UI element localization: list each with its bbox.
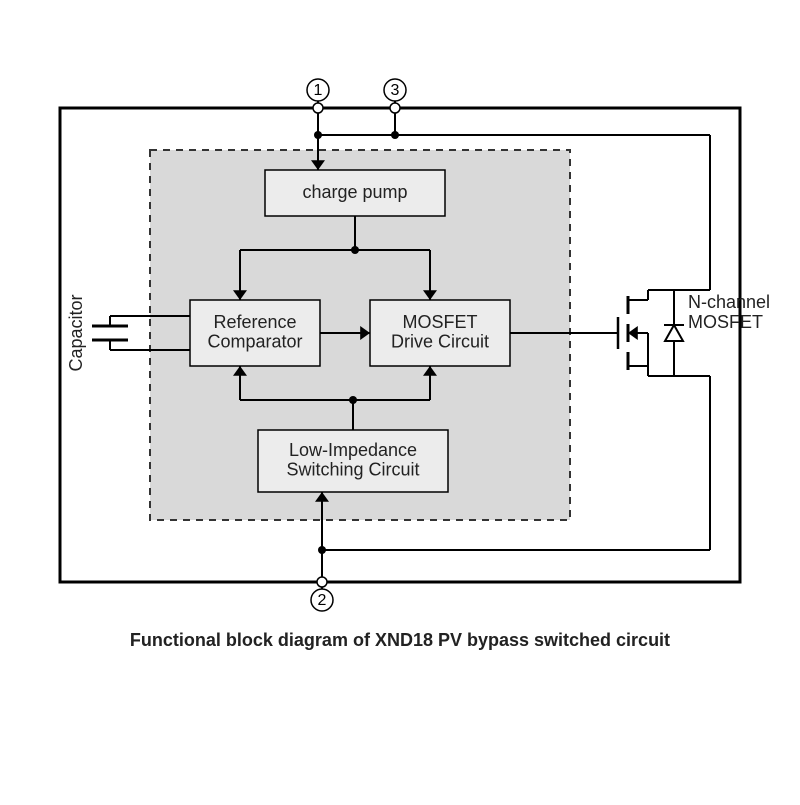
svg-text:Comparator: Comparator [207,332,302,352]
svg-text:Switching Circuit: Switching Circuit [286,460,419,480]
svg-text:Drive Circuit: Drive Circuit [391,332,489,352]
capacitor-label: Capacitor [66,294,86,371]
block-diagram: charge pumpReferenceComparatorMOSFETDriv… [0,0,800,800]
svg-text:2: 2 [318,592,327,609]
svg-text:Reference: Reference [213,312,296,332]
diagram-caption: Functional block diagram of XND18 PV byp… [0,630,800,651]
svg-text:MOSFET: MOSFET [688,312,763,332]
nmosfet-label: N-channel [688,292,770,312]
svg-text:charge pump: charge pump [302,182,407,202]
svg-text:1: 1 [314,82,323,99]
svg-text:Low-Impedance: Low-Impedance [289,440,417,460]
svg-text:MOSFET: MOSFET [403,312,478,332]
svg-text:3: 3 [391,82,400,99]
